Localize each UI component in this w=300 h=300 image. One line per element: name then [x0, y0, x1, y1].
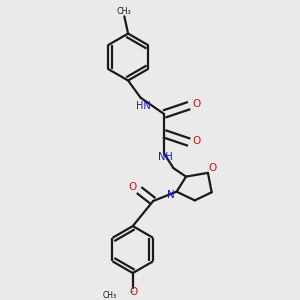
Text: CH₃: CH₃: [102, 291, 116, 300]
Text: O: O: [209, 163, 217, 173]
Text: O: O: [192, 99, 200, 109]
Text: HN: HN: [136, 100, 151, 111]
Text: NH: NH: [158, 152, 173, 162]
Text: O: O: [192, 136, 200, 146]
Text: O: O: [129, 182, 137, 192]
Text: N: N: [167, 190, 175, 200]
Text: CH₃: CH₃: [117, 7, 132, 16]
Text: O: O: [129, 287, 137, 298]
